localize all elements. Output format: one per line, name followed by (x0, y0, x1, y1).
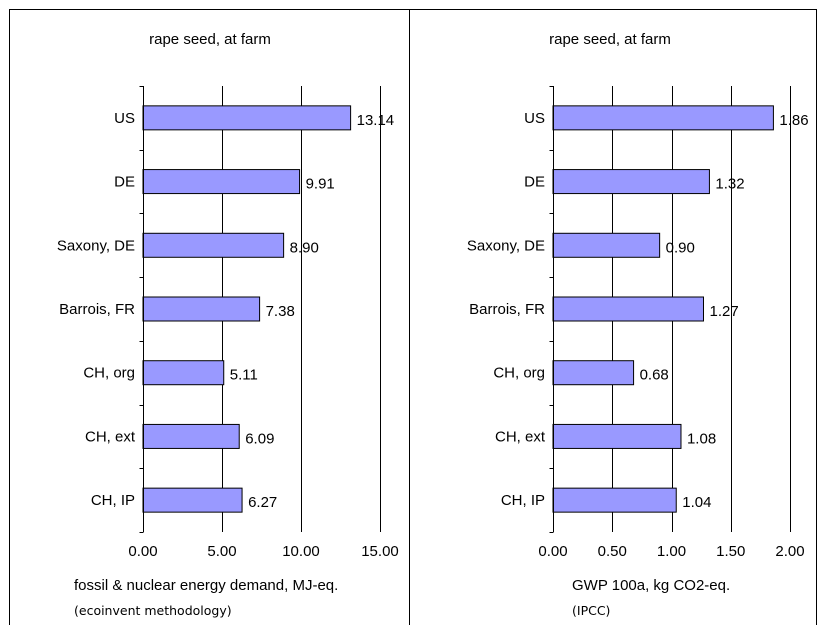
data-labels: 13.14 9.91 8.90 7.38 5.11 6.09 6.27 (230, 112, 394, 511)
bar (552, 487, 677, 513)
bar (552, 423, 682, 449)
bar (552, 296, 704, 322)
bar (552, 232, 661, 258)
x-tick-label: 1.00 (657, 543, 686, 560)
data-label: 1.27 (709, 303, 738, 320)
bar (142, 423, 240, 449)
data-label: 8.90 (290, 239, 319, 256)
category-label: CH, ext (85, 428, 136, 445)
bar (142, 105, 352, 131)
axes (549, 86, 554, 533)
bars (552, 105, 774, 513)
bars (142, 105, 352, 513)
x-tick-labels: 0.00 5.00 10.00 15.00 (128, 543, 398, 560)
bar (142, 169, 301, 195)
bar (552, 169, 710, 195)
data-label: 9.91 (306, 176, 335, 193)
x-axis-note: (IPCC) (572, 603, 610, 618)
bar (142, 360, 225, 386)
data-label: 1.32 (715, 176, 744, 193)
category-label: Saxony, DE (467, 237, 545, 254)
category-label: DE (114, 174, 135, 191)
data-label: 6.09 (245, 430, 274, 447)
data-label: 1.08 (687, 430, 716, 447)
data-label: 7.38 (266, 303, 295, 320)
category-label: Barrois, FR (59, 301, 135, 318)
x-tick-label: 0.50 (598, 543, 627, 560)
category-label: DE (524, 174, 545, 191)
category-label: CH, IP (501, 492, 545, 509)
x-tick-label: 15.00 (361, 543, 399, 560)
x-tick-label: 2.00 (775, 543, 804, 560)
x-axis-label: fossil & nuclear energy demand, MJ-eq. (74, 577, 338, 594)
bar (142, 232, 285, 258)
x-tick-label: 10.00 (282, 543, 320, 560)
x-tick-label: 5.00 (207, 543, 236, 560)
x-tick-label: 0.00 (128, 543, 157, 560)
category-label: CH, org (83, 365, 135, 382)
bar (142, 487, 243, 513)
bar (552, 105, 774, 131)
category-label: Barrois, FR (469, 301, 545, 318)
x-tick-labels: 0.00 0.50 1.00 1.50 2.00 (538, 543, 804, 560)
bar (142, 296, 261, 322)
chart-panel-energy: rape seed, at farm US DE Saxony, DE Barrois… (57, 31, 399, 618)
x-tick-label: 0.00 (538, 543, 567, 560)
data-label: 13.14 (357, 112, 395, 129)
category-label: CH, ext (495, 428, 546, 445)
category-label: US (524, 110, 545, 127)
category-labels: US DE Saxony, DE Barrois, FR CH, org CH, ext C… (467, 110, 546, 509)
x-axis-label: GWP 100a, kg CO2-eq. (572, 577, 730, 594)
chart-title: rape seed, at farm (549, 31, 671, 48)
data-labels: 1.86 1.32 0.90 1.27 0.68 1.08 1.04 (640, 112, 809, 511)
chart-panel-gwp: rape seed, at farm US DE Saxony, DE Barrois… (467, 31, 809, 618)
chart-title: rape seed, at farm (149, 31, 271, 48)
data-label: 1.86 (779, 112, 808, 129)
category-label: US (114, 110, 135, 127)
data-label: 0.90 (666, 239, 695, 256)
data-label: 5.11 (230, 367, 258, 384)
bar (552, 360, 635, 386)
category-label: CH, IP (91, 492, 135, 509)
data-label: 0.68 (640, 367, 669, 384)
x-axis-note: (ecoinvent methodology) (74, 603, 232, 618)
category-label: CH, org (493, 365, 545, 382)
category-labels: US DE Saxony, DE Barrois, FR CH, org CH, ext C… (57, 110, 136, 509)
data-label: 1.04 (682, 494, 711, 511)
category-label: Saxony, DE (57, 237, 135, 254)
x-tick-label: 1.50 (716, 543, 745, 560)
data-label: 6.27 (248, 494, 277, 511)
axes (139, 86, 144, 533)
